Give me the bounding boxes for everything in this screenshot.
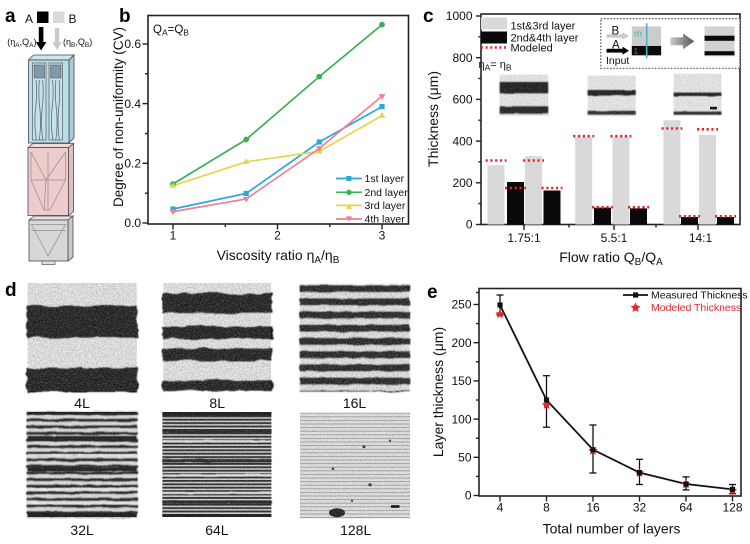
svg-text:0.0: 0.0: [124, 216, 141, 230]
svg-text:14:1: 14:1: [689, 231, 713, 245]
svg-text:(ηA,QA): (ηA,QA): [7, 37, 36, 49]
svg-text:Measured Thickness: Measured Thickness: [651, 290, 748, 302]
svg-text:128: 128: [722, 501, 742, 515]
svg-text:50: 50: [458, 451, 472, 465]
svg-text:1: 1: [170, 229, 177, 243]
svg-text:0: 0: [466, 218, 473, 232]
svg-text:2nd&4th layer: 2nd&4th layer: [511, 33, 579, 45]
svg-text:5.5:1: 5.5:1: [601, 231, 628, 245]
svg-text:1: 1: [634, 46, 639, 56]
svg-text:A: A: [612, 40, 620, 52]
svg-text:QA=QB: QA=QB: [153, 24, 189, 38]
svg-text:a: a: [5, 6, 16, 27]
svg-text:Layer thickness (μm): Layer thickness (μm): [430, 327, 446, 457]
svg-text:4L: 4L: [74, 395, 90, 411]
svg-text:b: b: [119, 6, 131, 27]
svg-text:Modeled Thickness: Modeled Thickness: [651, 302, 741, 314]
svg-text:0.6: 0.6: [124, 37, 141, 51]
svg-text:d: d: [5, 280, 17, 301]
svg-text:128L: 128L: [340, 522, 371, 538]
svg-text:1.75:1: 1.75:1: [507, 231, 541, 245]
svg-text:2: 2: [274, 229, 281, 243]
svg-text:2nd layer: 2nd layer: [365, 187, 409, 199]
svg-text:32: 32: [633, 501, 647, 515]
svg-text:e: e: [427, 282, 438, 303]
svg-text:150: 150: [451, 374, 471, 388]
svg-text:Thickness (μm): Thickness (μm): [425, 71, 441, 167]
svg-text:3rd layer: 3rd layer: [365, 200, 406, 212]
svg-text:32L: 32L: [70, 522, 94, 538]
svg-text:(ηB,QB): (ηB,QB): [63, 37, 92, 49]
svg-text:1st layer: 1st layer: [365, 173, 405, 185]
svg-text:Viscosity ratio ηA/ηB: Viscosity ratio ηA/ηB: [217, 247, 340, 266]
svg-text:250: 250: [451, 298, 471, 312]
svg-text:400: 400: [452, 134, 472, 148]
svg-text:Total number of layers: Total number of layers: [543, 521, 681, 537]
svg-text:Input: Input: [606, 55, 629, 67]
svg-text:4: 4: [497, 501, 504, 515]
svg-text:0.2: 0.2: [124, 157, 141, 171]
svg-text:m: m: [634, 29, 642, 40]
svg-text:8L: 8L: [209, 395, 225, 411]
svg-text:c: c: [423, 6, 434, 27]
svg-text:200: 200: [451, 336, 471, 350]
svg-text:600: 600: [452, 93, 472, 107]
svg-text:Degree of non-uniformity (CV): Degree of non-uniformity (CV): [111, 27, 126, 207]
svg-text:64L: 64L: [205, 522, 229, 538]
svg-text:B: B: [612, 26, 620, 38]
svg-text:0: 0: [465, 489, 472, 503]
svg-text:1000: 1000: [446, 9, 473, 23]
svg-text:8: 8: [543, 501, 550, 515]
svg-text:A: A: [25, 12, 33, 26]
svg-text:100: 100: [451, 412, 471, 426]
svg-text:16: 16: [586, 501, 600, 515]
svg-text:B: B: [69, 12, 77, 26]
svg-text:4th layer: 4th layer: [365, 214, 406, 226]
svg-text:ηA= ηB: ηA= ηB: [479, 59, 512, 73]
svg-text:64: 64: [679, 501, 693, 515]
svg-text:800: 800: [452, 51, 472, 65]
svg-text:Flow ratio QB/QA: Flow ratio QB/QA: [559, 249, 663, 268]
svg-text:3: 3: [379, 229, 386, 243]
svg-text:0.4: 0.4: [124, 97, 141, 111]
svg-text:200: 200: [452, 176, 472, 190]
svg-text:Modeled: Modeled: [511, 42, 553, 54]
svg-text:16L: 16L: [343, 395, 367, 411]
svg-text:1st&3rd layer: 1st&3rd layer: [511, 20, 576, 32]
